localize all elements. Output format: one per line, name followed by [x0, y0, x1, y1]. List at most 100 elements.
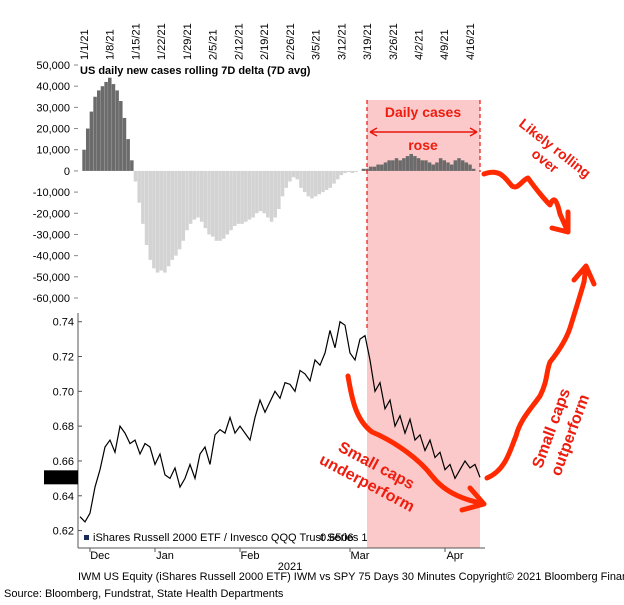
bar: [273, 170, 277, 218]
bar: [295, 170, 300, 180]
x-tick-label: 1/8/21: [105, 29, 117, 60]
x-tick-label: Mar: [351, 550, 370, 562]
bar: [221, 170, 226, 239]
y-tick-label: -20,000: [33, 208, 70, 220]
bar: [328, 170, 333, 188]
annotation: rose: [408, 137, 438, 153]
y-tick-label: 0.66: [53, 456, 74, 468]
bar: [343, 170, 347, 174]
x-tick-label: 4/2/21: [414, 29, 426, 60]
bar: [115, 90, 119, 171]
bar: [122, 117, 127, 171]
bar: [229, 170, 233, 231]
bar: [166, 170, 171, 267]
bar: [402, 158, 406, 171]
y-tick-label: 0.74: [53, 317, 74, 329]
bar: [299, 170, 303, 188]
bar: [152, 170, 156, 269]
bar: [247, 170, 252, 220]
x-tick-label: 1/15/21: [130, 23, 142, 60]
bar: [119, 101, 123, 171]
bar: [372, 166, 377, 171]
y-tick-label: 0.72: [53, 352, 74, 364]
y-tick-label: 0.64: [53, 491, 74, 503]
bar: [100, 86, 105, 171]
annotation-arrow: [345, 373, 487, 513]
bar: [177, 170, 182, 250]
x-tick-label: Feb: [241, 550, 260, 562]
bar: [302, 170, 307, 193]
bar: [188, 170, 193, 224]
bar: [133, 170, 138, 182]
bar: [457, 158, 461, 171]
bar: [394, 158, 399, 171]
bar: [409, 153, 413, 171]
bar: [255, 170, 259, 214]
bar: [137, 170, 141, 203]
bar: [236, 170, 241, 224]
bar: [126, 139, 130, 171]
y-tick-label: -10,000: [33, 187, 70, 199]
annotation-arrow: [484, 263, 597, 481]
bar: [380, 164, 384, 171]
bar: [144, 170, 149, 246]
bar: [277, 170, 281, 210]
bar: [225, 170, 230, 235]
bar: [420, 160, 424, 171]
bar: [424, 160, 428, 171]
x-tick-label: 2/19/21: [259, 23, 271, 60]
legend-value: 0.6506: [320, 532, 354, 544]
bar: [266, 170, 270, 218]
bar: [214, 170, 219, 241]
annotation: Daily cases: [385, 104, 461, 120]
x-tick-label: 2/26/21: [285, 23, 297, 60]
bar: [130, 160, 134, 171]
bar: [262, 170, 266, 214]
bar: [471, 168, 476, 171]
y-tick-label: -30,000: [33, 229, 70, 241]
x-tick-label: 2/12/21: [233, 23, 245, 60]
last-value-box: [44, 470, 78, 485]
bar: [85, 128, 90, 171]
x-tick-label: 3/5/21: [311, 29, 323, 60]
bar: [284, 170, 288, 188]
x-tick-label: Apr: [446, 550, 463, 562]
x-axis-label: 2021: [278, 561, 302, 573]
bar: [446, 162, 450, 171]
bar: [435, 162, 439, 171]
bar: [207, 170, 211, 235]
bar: [159, 170, 163, 271]
bar: [339, 170, 344, 176]
bar: [383, 162, 388, 171]
bar: [350, 170, 355, 174]
y-tick-label: 30,000: [36, 102, 70, 114]
bar: [170, 170, 175, 260]
bar: [416, 158, 421, 171]
bar: [453, 160, 458, 171]
y-tick-label: -50,000: [33, 272, 70, 284]
x-tick-label: 1/29/21: [182, 23, 194, 60]
bar: [335, 170, 340, 180]
x-tick-label: Dec: [90, 550, 110, 562]
bar: [313, 170, 318, 197]
x-tick-label: 4/16/21: [465, 23, 477, 60]
plot-layer: 50,000 40,000 30,000 20,000 10,000 0 -10,000 -2…: [33, 23, 485, 562]
bar: [280, 170, 285, 197]
bar: [199, 170, 204, 222]
bar: [398, 160, 402, 171]
y-tick-label: 0.70: [53, 386, 74, 398]
bar: [269, 170, 274, 222]
bar: [218, 170, 222, 241]
bar: [413, 156, 417, 171]
bar: [438, 158, 443, 171]
y-tick-label: 0: [64, 166, 70, 178]
bar: [354, 170, 358, 172]
bar: [192, 170, 197, 220]
bar: [324, 170, 329, 190]
bar: [431, 164, 436, 171]
bar: [427, 162, 432, 171]
x-tick-label: 3/12/21: [336, 23, 348, 60]
bar: [464, 162, 469, 171]
